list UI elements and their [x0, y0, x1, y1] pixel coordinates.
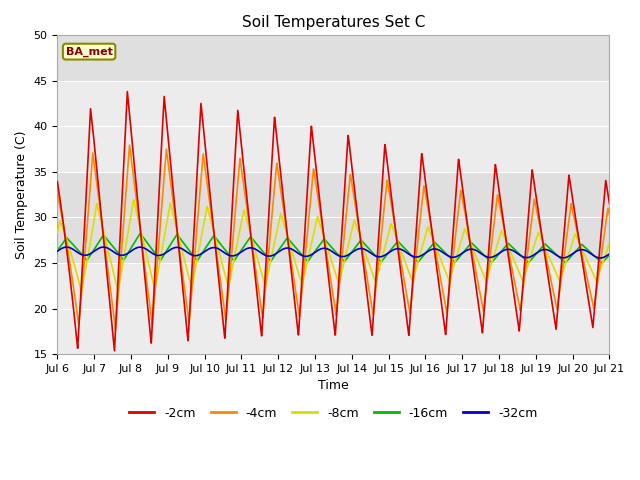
Bar [58, 81, 609, 172]
Legend: -2cm, -4cm, -8cm, -16cm, -32cm: -2cm, -4cm, -8cm, -16cm, -32cm [124, 402, 543, 425]
Title: Soil Temperatures Set C: Soil Temperatures Set C [242, 15, 425, 30]
Bar [58, 172, 609, 263]
Y-axis label: Soil Temperature (C): Soil Temperature (C) [15, 131, 28, 259]
X-axis label: Time: Time [318, 379, 349, 392]
Text: BA_met: BA_met [66, 47, 113, 57]
Bar [58, 0, 609, 81]
Bar [58, 263, 609, 354]
